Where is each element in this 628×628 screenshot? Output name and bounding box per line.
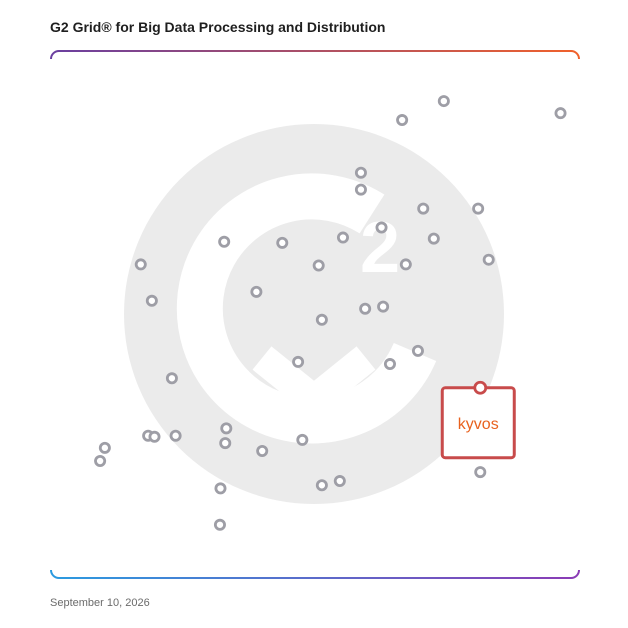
vendor-dot[interactable] (354, 183, 367, 196)
vendor-dot[interactable] (315, 313, 328, 326)
grid-frame (50, 50, 580, 579)
vendor-dot[interactable] (134, 258, 147, 271)
svg-text:2: 2 (360, 208, 400, 288)
report-date: September 10, 2026 (50, 597, 150, 609)
vendor-dot[interactable] (214, 482, 227, 495)
vendor-dot[interactable] (219, 437, 232, 450)
kyvos-highlight[interactable]: kyvos (440, 380, 516, 460)
vendor-dot[interactable] (148, 430, 161, 443)
vendor-dot[interactable] (554, 107, 567, 120)
vendor-dot[interactable] (169, 429, 182, 442)
vendor-dot[interactable] (250, 285, 263, 298)
vendor-dot[interactable] (417, 202, 430, 215)
vendor-dot[interactable] (437, 95, 450, 108)
vendor-dot[interactable] (213, 518, 226, 531)
vendor-dot[interactable] (296, 433, 309, 446)
vendor-dot[interactable] (472, 202, 485, 215)
vendor-dot[interactable] (396, 114, 409, 127)
vendor-dot[interactable] (98, 441, 111, 454)
vendor-dot[interactable] (482, 253, 495, 266)
kyvos-label: kyvos (458, 416, 499, 433)
vendor-dot[interactable] (427, 232, 440, 245)
vendor-dot[interactable] (377, 300, 390, 313)
vendor-dot[interactable] (411, 344, 424, 357)
vendor-dot[interactable] (359, 302, 372, 315)
vendor-dot[interactable] (312, 259, 325, 272)
vendor-dot[interactable] (315, 479, 328, 492)
vendor-dot[interactable] (399, 258, 412, 271)
vendor-dot[interactable] (474, 466, 487, 479)
kyvos-dot[interactable] (473, 380, 488, 395)
vendor-dot[interactable] (220, 422, 233, 435)
vendor-dot[interactable] (165, 372, 178, 385)
vendor-dot[interactable] (383, 358, 396, 371)
vendor-dot[interactable] (218, 235, 231, 248)
vendor-dot[interactable] (145, 294, 158, 307)
vendor-dot[interactable] (333, 475, 346, 488)
vendor-dot[interactable] (375, 221, 388, 234)
vendor-dot[interactable] (94, 455, 107, 468)
vendor-dot[interactable] (336, 231, 349, 244)
vendor-dots (94, 95, 567, 531)
vendor-dot[interactable] (354, 166, 367, 179)
vendor-dot[interactable] (292, 355, 305, 368)
vendor-dot[interactable] (276, 236, 289, 249)
chart-title: G2 Grid® for Big Data Processing and Dis… (50, 19, 386, 35)
vendor-dot[interactable] (256, 444, 269, 457)
